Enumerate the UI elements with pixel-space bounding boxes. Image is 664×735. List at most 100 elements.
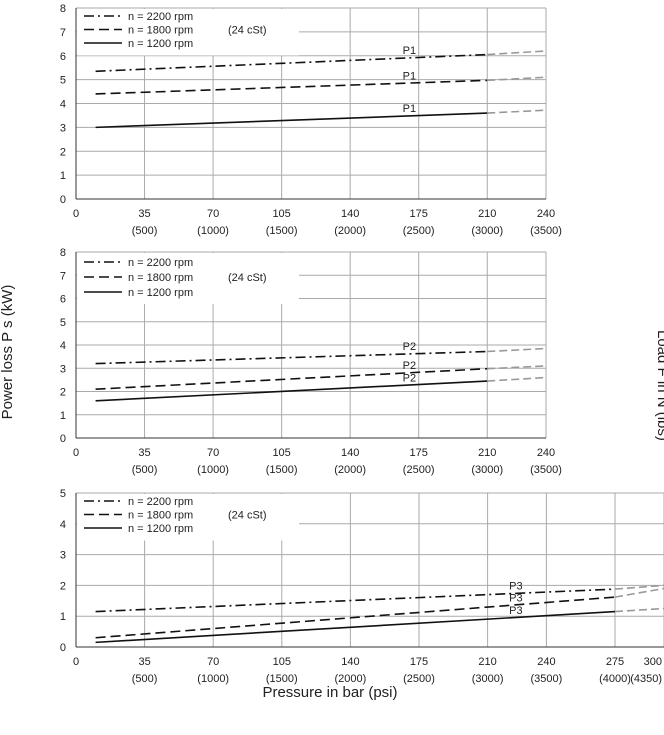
curve-label: P3 bbox=[509, 605, 522, 617]
x-tick-label: 175 bbox=[410, 656, 428, 668]
series-extrapolation bbox=[614, 584, 664, 590]
right-axis-label: Load F in N (lbs) bbox=[654, 330, 664, 441]
x-tick-label: 210 bbox=[478, 656, 496, 668]
series-line bbox=[95, 380, 488, 402]
x-tick-sublabel: (1000) bbox=[197, 464, 229, 476]
x-tick-label: 300 bbox=[644, 656, 662, 668]
x-tick-sublabel: (4350) bbox=[630, 673, 662, 685]
x-tick-sublabel: (2000) bbox=[335, 673, 367, 685]
legend-label: n = 1800 rpm bbox=[128, 25, 193, 37]
x-tick-sublabel: (3000) bbox=[471, 464, 503, 476]
x-tick-label: 105 bbox=[273, 656, 291, 668]
x-tick-label: 140 bbox=[341, 656, 359, 668]
x-tick-sublabel: (500) bbox=[132, 673, 158, 685]
series-line bbox=[95, 588, 616, 613]
series-line bbox=[95, 112, 488, 129]
x-tick-sublabel: (1000) bbox=[197, 673, 229, 685]
curve-label: P1 bbox=[403, 103, 416, 115]
viscosity-annotation: (24 cSt) bbox=[228, 25, 267, 37]
x-tick-label: 0 bbox=[73, 656, 79, 668]
x-tick-label: 210 bbox=[478, 447, 496, 459]
series-dashdot: P1 bbox=[95, 45, 547, 73]
x-tick-sublabel: (1000) bbox=[197, 225, 229, 237]
series-extrapolation bbox=[614, 587, 664, 598]
x-tick-label: 35 bbox=[138, 208, 150, 220]
viscosity-annotation: (24 cSt) bbox=[228, 510, 267, 522]
y-tick-label: 5 bbox=[60, 317, 66, 329]
x-tick-sublabel: (3000) bbox=[472, 673, 504, 685]
curve-label: P1 bbox=[403, 45, 416, 57]
x-tick-sublabel: (1500) bbox=[266, 225, 298, 237]
series-solid: P3 bbox=[95, 605, 664, 644]
series-solid: P2 bbox=[95, 372, 547, 402]
series-line bbox=[95, 79, 488, 95]
y-tick-label: 5 bbox=[60, 488, 66, 500]
series-dash: P2 bbox=[95, 360, 547, 390]
panel-1: 0 1 2 3 4 5 6 7 8 0 35 (500) 70 (1000) 105 (1500) 140 (20… bbox=[60, 3, 562, 237]
y-tick-label: 0 bbox=[60, 433, 66, 445]
y-tick-label: 7 bbox=[60, 27, 66, 39]
x-axis-label: Pressure in bar (psi) bbox=[262, 684, 397, 701]
x-tick-label: 240 bbox=[537, 447, 555, 459]
x-tick-sublabel: (3500) bbox=[530, 225, 562, 237]
series-dashdot: P2 bbox=[95, 341, 547, 365]
x-tick-label: 175 bbox=[410, 447, 428, 459]
legend-label: n = 1800 rpm bbox=[128, 510, 193, 522]
y-tick-label: 2 bbox=[60, 387, 66, 399]
y-tick-label: 5 bbox=[60, 75, 66, 87]
y-tick-label: 6 bbox=[60, 294, 66, 306]
y-tick-label: 3 bbox=[60, 122, 66, 134]
series-extrapolation bbox=[487, 365, 547, 370]
series-line bbox=[95, 610, 616, 644]
x-tick-sublabel: (4000) bbox=[599, 673, 631, 685]
legend-label: n = 2200 rpm bbox=[128, 11, 193, 23]
panel-3: 0 1 2 3 4 5 0 35 (500) 70 (1000) 105 (1500) 140 (2000)… bbox=[60, 488, 664, 685]
curve-label: P3 bbox=[509, 592, 522, 604]
series-dash: P1 bbox=[95, 70, 547, 95]
x-tick-sublabel: (3000) bbox=[471, 225, 503, 237]
series-line bbox=[95, 367, 488, 390]
legend-label: n = 1200 rpm bbox=[128, 287, 193, 299]
legend-label: n = 2200 rpm bbox=[128, 496, 193, 508]
x-tick-sublabel: (2500) bbox=[403, 464, 435, 476]
y-tick-label: 1 bbox=[60, 170, 66, 182]
x-tick-label: 70 bbox=[207, 656, 219, 668]
series-dash: P3 bbox=[95, 587, 664, 639]
x-tick-sublabel: (3500) bbox=[530, 464, 562, 476]
x-tick-label: 105 bbox=[272, 447, 290, 459]
curve-label: P3 bbox=[509, 581, 522, 593]
y-tick-label: 1 bbox=[60, 611, 66, 623]
x-tick-sublabel: (3500) bbox=[531, 673, 563, 685]
x-tick-sublabel: (2000) bbox=[334, 464, 366, 476]
x-tick-sublabel: (500) bbox=[132, 464, 158, 476]
series-dashdot: P3 bbox=[95, 581, 664, 613]
y-tick-label: 1 bbox=[60, 410, 66, 422]
y-tick-label: 4 bbox=[60, 340, 66, 352]
x-tick-label: 0 bbox=[73, 447, 79, 459]
curve-label: P2 bbox=[403, 341, 416, 353]
y-tick-label: 2 bbox=[60, 146, 66, 158]
x-tick-sublabel: (2500) bbox=[403, 673, 435, 685]
viscosity-annotation: (24 cSt) bbox=[228, 272, 267, 284]
x-tick-label: 0 bbox=[73, 208, 79, 220]
legend-label: n = 1800 rpm bbox=[128, 272, 193, 284]
series-extrapolation bbox=[487, 50, 547, 56]
series-extrapolation bbox=[487, 109, 547, 114]
x-tick-sublabel: (2500) bbox=[403, 225, 435, 237]
y-tick-label: 3 bbox=[60, 550, 66, 562]
x-tick-label: 105 bbox=[272, 208, 290, 220]
y-tick-label: 4 bbox=[60, 99, 66, 111]
y-tick-label: 7 bbox=[60, 270, 66, 282]
x-tick-label: 70 bbox=[207, 208, 219, 220]
curve-label: P1 bbox=[403, 70, 416, 82]
panel-2: 0 1 2 3 4 5 6 7 8 0 35 (500) 70 (1000) 105 (1500) 140 (20… bbox=[60, 247, 562, 476]
y-tick-label: 0 bbox=[60, 194, 66, 206]
y-tick-label: 3 bbox=[60, 363, 66, 375]
series-solid: P1 bbox=[95, 103, 547, 129]
x-tick-label: 140 bbox=[341, 208, 359, 220]
y-tick-label: 6 bbox=[60, 51, 66, 63]
series-line bbox=[95, 596, 616, 639]
x-tick-label: 240 bbox=[537, 656, 555, 668]
x-tick-sublabel: (2000) bbox=[334, 225, 366, 237]
y-tick-label: 0 bbox=[60, 642, 66, 654]
